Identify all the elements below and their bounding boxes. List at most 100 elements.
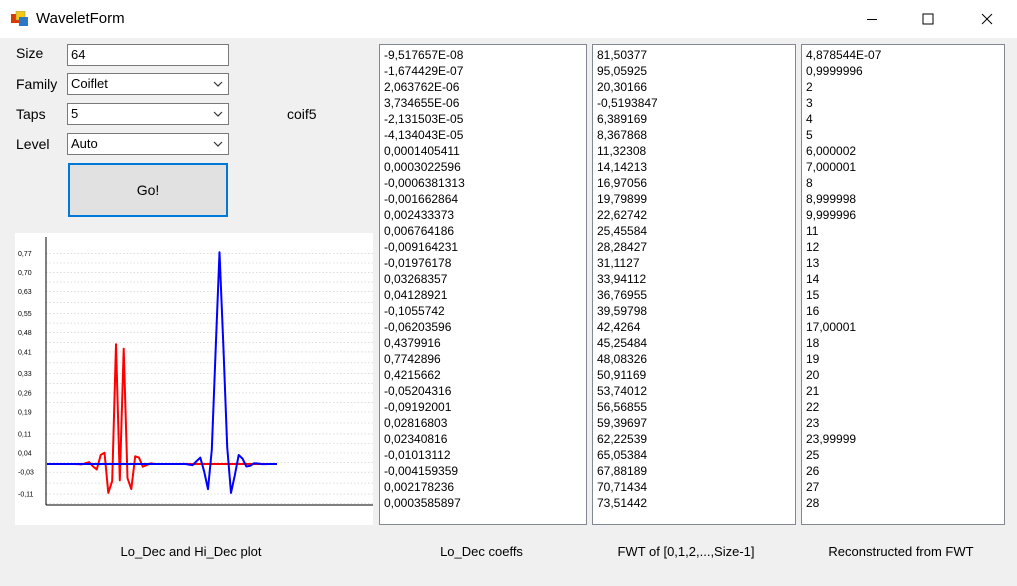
list-item[interactable]: 42,4264 bbox=[597, 320, 641, 334]
list-item[interactable]: 5 bbox=[806, 128, 813, 142]
list-item[interactable]: -2,131503E-05 bbox=[384, 112, 464, 126]
y-tick-label: 0,41 bbox=[18, 349, 32, 356]
list-item[interactable]: 2 bbox=[806, 80, 813, 94]
list-item[interactable]: 0,02816803 bbox=[384, 416, 448, 430]
go-button[interactable]: Go! bbox=[68, 163, 228, 217]
list-item[interactable]: 6,000002 bbox=[806, 144, 857, 158]
list-item[interactable]: 0,0001405411 bbox=[384, 144, 460, 158]
list-item[interactable]: 28,28427 bbox=[597, 240, 648, 254]
list-item[interactable]: 22 bbox=[806, 400, 820, 414]
list-item[interactable]: 26 bbox=[806, 464, 820, 478]
list-item[interactable]: 28 bbox=[806, 496, 820, 510]
list-item[interactable]: 23 bbox=[806, 416, 820, 430]
list-item[interactable]: -0,09192001 bbox=[384, 400, 452, 414]
list-item[interactable]: 48,08326 bbox=[597, 352, 648, 366]
list-item[interactable]: 65,05384 bbox=[597, 448, 648, 462]
list-item[interactable]: -1,674429E-07 bbox=[384, 64, 464, 78]
list-item[interactable]: -9,517657E-08 bbox=[384, 48, 464, 62]
window-title: WaveletForm bbox=[36, 10, 125, 27]
taps-select[interactable]: 5 bbox=[67, 103, 229, 125]
list-item[interactable]: 39,59798 bbox=[597, 304, 648, 318]
list-item[interactable]: 95,05925 bbox=[597, 64, 648, 78]
list-item[interactable]: 56,56855 bbox=[597, 400, 648, 414]
list-item[interactable]: -0,06203596 bbox=[384, 320, 452, 334]
list-item[interactable]: 0,0003585897 bbox=[384, 496, 461, 510]
list-item[interactable]: 11 bbox=[806, 224, 819, 238]
list-item[interactable]: 4 bbox=[806, 112, 813, 126]
list-item[interactable]: 3 bbox=[806, 96, 813, 110]
list-item[interactable]: 21 bbox=[806, 384, 820, 398]
level-select[interactable]: Auto bbox=[67, 133, 229, 155]
list-item[interactable]: 25,45584 bbox=[597, 224, 648, 238]
list-item[interactable]: 0,002433373 bbox=[384, 208, 455, 222]
list-item[interactable]: 59,39697 bbox=[597, 416, 648, 430]
minimize-button[interactable] bbox=[843, 0, 901, 38]
list-item[interactable]: 15 bbox=[806, 288, 820, 302]
list-item[interactable]: 20 bbox=[806, 368, 820, 382]
list-item[interactable]: -0,5193847 bbox=[597, 96, 658, 110]
list-item[interactable]: 45,25484 bbox=[597, 336, 648, 350]
list-item[interactable]: 62,22539 bbox=[597, 432, 648, 446]
list-item[interactable]: 8,367868 bbox=[597, 128, 648, 142]
list-item[interactable]: 0,4215662 bbox=[384, 368, 441, 382]
list-item[interactable]: -0,05204316 bbox=[384, 384, 452, 398]
list-item[interactable]: 31,1127 bbox=[597, 256, 640, 270]
list-item[interactable]: 53,74012 bbox=[597, 384, 648, 398]
list-item[interactable]: 6,389169 bbox=[597, 112, 648, 126]
list-item[interactable]: 8 bbox=[806, 176, 813, 190]
list-item[interactable]: 8,999998 bbox=[806, 192, 857, 206]
list-item[interactable]: 0,006764186 bbox=[384, 224, 455, 238]
list-item[interactable]: 11,32308 bbox=[597, 144, 647, 158]
list-item[interactable]: 2,063762E-06 bbox=[384, 80, 460, 94]
size-input[interactable]: 64 bbox=[67, 44, 229, 66]
list-item[interactable]: 0,0003022596 bbox=[384, 160, 461, 174]
list-item[interactable]: 19,79899 bbox=[597, 192, 648, 206]
list-item[interactable]: -0,01976178 bbox=[384, 256, 452, 270]
family-select[interactable]: Coiflet bbox=[67, 73, 229, 95]
maximize-button[interactable] bbox=[899, 0, 957, 38]
list-item[interactable]: 23,99999 bbox=[806, 432, 857, 446]
list-item[interactable]: 27 bbox=[806, 480, 820, 494]
list-item[interactable]: 7,000001 bbox=[806, 160, 857, 174]
list-item[interactable]: -0,0006381313 bbox=[384, 176, 465, 190]
list-item[interactable]: 19 bbox=[806, 352, 820, 366]
list-item[interactable]: 67,88189 bbox=[597, 464, 648, 478]
list-item[interactable]: 0,02340816 bbox=[384, 432, 448, 446]
list-item[interactable]: -0,009164231 bbox=[384, 240, 459, 254]
list-item[interactable]: -4,134043E-05 bbox=[384, 128, 464, 142]
list-item[interactable]: 0,9999996 bbox=[806, 64, 863, 78]
list-item[interactable]: 0,04128921 bbox=[384, 288, 448, 302]
list-item[interactable]: 3,734655E-06 bbox=[384, 96, 460, 110]
list-item[interactable]: 18 bbox=[806, 336, 820, 350]
list-item[interactable]: 33,94112 bbox=[597, 272, 647, 286]
list-item[interactable]: 4,878544E-07 bbox=[806, 48, 882, 62]
list-item[interactable]: 14,14213 bbox=[597, 160, 648, 174]
list-item[interactable]: -0,1055742 bbox=[384, 304, 445, 318]
list-item[interactable]: 14 bbox=[806, 272, 820, 286]
list-item[interactable]: 25 bbox=[806, 448, 820, 462]
list-item[interactable]: 9,999996 bbox=[806, 208, 857, 222]
list-item[interactable]: 20,30166 bbox=[597, 80, 648, 94]
list-item[interactable]: 70,71434 bbox=[597, 480, 648, 494]
list-item[interactable]: 0,4379916 bbox=[384, 336, 441, 350]
list-item[interactable]: 0,03268357 bbox=[384, 272, 448, 286]
list-item[interactable]: 81,50377 bbox=[597, 48, 648, 62]
list-item[interactable]: -0,001662864 bbox=[384, 192, 459, 206]
list-item[interactable]: -0,004159359 bbox=[384, 464, 459, 478]
list-item[interactable]: 36,76955 bbox=[597, 288, 648, 302]
list-item[interactable]: 17,00001 bbox=[806, 320, 857, 334]
close-button[interactable] bbox=[958, 0, 1016, 38]
list-item[interactable]: 22,62742 bbox=[597, 208, 648, 222]
list-item[interactable]: -0,01013112 bbox=[384, 448, 451, 462]
list-item[interactable]: 0,002178236 bbox=[384, 480, 455, 494]
list-item[interactable]: 16,97056 bbox=[597, 176, 648, 190]
lo-dec-list[interactable]: -9,517657E-08 -1,674429E-07 2,063762E-06 3,… bbox=[379, 44, 587, 525]
list-item[interactable]: 13 bbox=[806, 256, 820, 270]
reconstructed-list[interactable]: 4,878544E-07 0,9999996 2 3 4 5 6,000002 7,00000… bbox=[801, 44, 1005, 525]
list-item[interactable]: 12 bbox=[806, 240, 820, 254]
list-item[interactable]: 50,91169 bbox=[597, 368, 647, 382]
list-item[interactable]: 0,7742896 bbox=[384, 352, 441, 366]
fwt-list[interactable]: 81,50377 95,05925 20,30166 -0,5193847 6,3891… bbox=[592, 44, 796, 525]
list-item[interactable]: 16 bbox=[806, 304, 820, 318]
list-item[interactable]: 73,51442 bbox=[597, 496, 648, 510]
